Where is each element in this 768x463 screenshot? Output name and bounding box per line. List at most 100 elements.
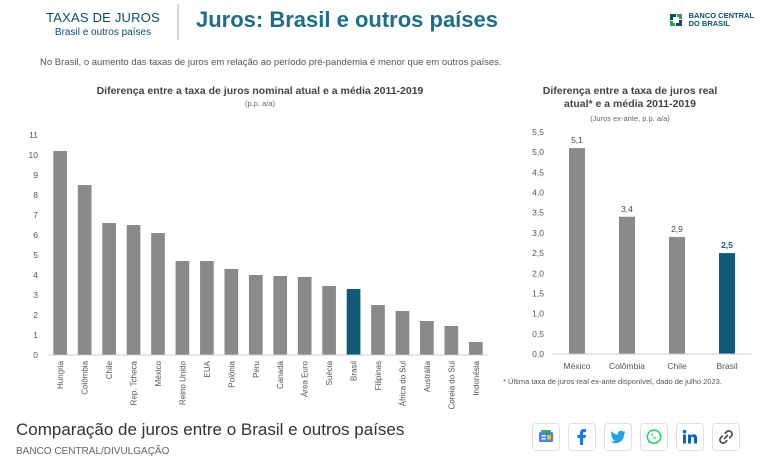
chart1-ytick-label: 6 bbox=[33, 230, 38, 240]
chart2-ytick-label: 4,5 bbox=[532, 167, 544, 177]
chart2-value-label: 2,9 bbox=[671, 224, 683, 234]
chart1-category-label: Hungria bbox=[56, 360, 65, 389]
chart2-ytick-label: 1,0 bbox=[532, 309, 544, 319]
linkedin-icon bbox=[682, 429, 697, 444]
chart1-category-label: Coreia do Sul bbox=[447, 361, 456, 410]
chart1-ytick-label: 9 bbox=[33, 170, 38, 180]
chart1-category-label: Peru bbox=[252, 361, 261, 378]
chart1-bar bbox=[102, 223, 116, 355]
image-caption: Comparação de juros entre o Brasil e out… bbox=[16, 420, 405, 439]
twitter-icon bbox=[610, 430, 626, 444]
chart2-ytick-label: 1,5 bbox=[532, 288, 544, 298]
chart1-category-label: Suécia bbox=[325, 360, 334, 385]
bcb-logo-line1: BANCO CENTRAL bbox=[688, 11, 754, 20]
chart1-category-label: EUA bbox=[203, 360, 212, 377]
chart1-bar bbox=[297, 277, 312, 355]
chart2-ytick-label: 2,5 bbox=[532, 248, 544, 258]
share-facebook-button[interactable] bbox=[568, 423, 596, 451]
chart1-bar bbox=[395, 311, 410, 355]
chart2-title: Diferença entre a taxa de juros real atu… bbox=[500, 85, 760, 111]
chart1-bar bbox=[53, 151, 68, 355]
chart1-svg: 0 1 2 3 4 5 6 7 8 9 10 11 Hungria Colômbia Chile Rep. T… bbox=[29, 130, 488, 410]
chart2-ytick-label: 3,0 bbox=[532, 228, 544, 238]
chart2-title-line2: atual* e a média 2011-2019 bbox=[564, 98, 696, 110]
header-divider bbox=[177, 4, 179, 40]
chart1-category-label: Polônia bbox=[227, 360, 236, 387]
chart1-category-label: Austrália bbox=[423, 360, 432, 392]
link-icon bbox=[719, 430, 733, 444]
chart1-bar bbox=[468, 342, 483, 355]
chart2-category-label: Chile bbox=[667, 361, 687, 371]
chart1-title: Diferença entre a taxa de juros nominal … bbox=[96, 85, 424, 97]
chart2-value-label: 2,5 bbox=[721, 240, 733, 250]
chart2-svg: 0,0 0,5 1,0 1,5 2,0 2,5 3,0 3,5 4,0 4,5 5,0 5,5 5,1 M… bbox=[532, 127, 752, 371]
chart1-subtitle: (p.p. a/a) bbox=[244, 99, 275, 108]
chart1-ytick-label: 8 bbox=[33, 190, 38, 200]
chart1-category-label: África do Sul bbox=[398, 361, 407, 407]
bcb-logo-icon bbox=[669, 14, 682, 26]
chart1-bar bbox=[371, 305, 385, 355]
chart1-bar bbox=[273, 276, 288, 355]
chart1-bar bbox=[126, 225, 141, 355]
chart2-value-label: 3,4 bbox=[621, 204, 633, 214]
chart1-ytick-label: 10 bbox=[29, 150, 39, 160]
chart2-bar bbox=[569, 148, 585, 354]
header-kicker: TAXAS DE JUROS bbox=[46, 10, 160, 25]
chart1-category-label: Filipinas bbox=[374, 361, 383, 390]
share-link-button[interactable] bbox=[712, 423, 740, 451]
share-linkedin-button[interactable] bbox=[676, 423, 704, 451]
chart1-bar bbox=[200, 261, 214, 355]
chart1-category-label: Chile bbox=[105, 360, 114, 379]
facebook-icon bbox=[577, 429, 586, 445]
chart1-bar bbox=[175, 261, 190, 355]
chart2-footnote: * Última taxa de juros real ex-ante disp… bbox=[503, 377, 722, 386]
chart1-ytick-label: 5 bbox=[33, 250, 38, 260]
chart1-bar bbox=[151, 233, 165, 355]
chart1-bar bbox=[420, 321, 434, 355]
chart2-category-label: México bbox=[564, 361, 591, 371]
chart1-category-label: México bbox=[154, 360, 163, 386]
chart1-category-label: Reino Unido bbox=[178, 360, 187, 405]
header-kicker-sub: Brasil e outros países bbox=[54, 27, 152, 38]
header-kicker-block: TAXAS DE JUROS Brasil e outros países bbox=[38, 10, 168, 38]
chart1-ytick-label: 2 bbox=[33, 310, 38, 320]
chart2-ytick-label: 4,0 bbox=[532, 188, 544, 198]
chart2-ytick-label: 3,5 bbox=[532, 208, 544, 218]
intro-note: No Brasil, o aumento das taxas de juros … bbox=[40, 57, 502, 68]
chart1-category-label: Indonésia bbox=[472, 360, 481, 395]
chart2-bar bbox=[669, 236, 685, 354]
chart1-bar bbox=[248, 275, 263, 355]
chart1-bar bbox=[322, 286, 336, 355]
chart2-bar bbox=[719, 253, 735, 354]
chart2-category-label: Colômbia bbox=[609, 361, 645, 371]
chart1-ytick-label: 0 bbox=[33, 350, 38, 360]
chart2-value-label: 5,1 bbox=[571, 135, 583, 145]
share-twitter-button[interactable] bbox=[604, 423, 632, 451]
chart1-ytick-label: 7 bbox=[33, 210, 38, 220]
share-whatsapp-button[interactable] bbox=[640, 423, 668, 451]
chart1-category-label: Rep. Tcheca bbox=[130, 360, 139, 405]
chart1-ytick-label: 3 bbox=[33, 290, 38, 300]
page-title: Juros: Brasil e outros países bbox=[196, 7, 498, 32]
chart1-bar bbox=[224, 269, 239, 355]
chart1-bar bbox=[346, 289, 361, 355]
chart2-ytick-label: 2,0 bbox=[532, 268, 544, 278]
chart1-bar bbox=[444, 326, 459, 355]
image-credit: BANCO CENTRAL/DIVULGAÇÃO bbox=[16, 446, 170, 457]
chart1-category-label: Canadá bbox=[276, 360, 285, 389]
chart1-ytick-label: 11 bbox=[29, 130, 38, 140]
chart1-category-label: Colômbia bbox=[81, 360, 90, 394]
chart2-ytick-label: 5,0 bbox=[532, 147, 544, 157]
chart2-category-label: Brasil bbox=[716, 361, 737, 371]
share-google-news-button[interactable] bbox=[532, 423, 560, 451]
chart2-title-line1: Diferença entre a taxa de juros real bbox=[542, 85, 718, 97]
bcb-logo-text: BANCO CENTRAL DO BRASIL bbox=[689, 12, 754, 28]
google-news-icon bbox=[539, 430, 553, 442]
chart1-category-label: Brasil bbox=[350, 361, 359, 381]
header: TAXAS DE JUROS Brasil e outros países Ju… bbox=[0, 0, 768, 46]
chart2-ytick-label: 0,5 bbox=[532, 329, 544, 339]
bcb-logo: BANCO CENTRAL DO BRASIL bbox=[667, 11, 754, 29]
chart2-ytick-label: 0,0 bbox=[532, 349, 544, 359]
chart1-ytick-label: 4 bbox=[33, 270, 38, 280]
